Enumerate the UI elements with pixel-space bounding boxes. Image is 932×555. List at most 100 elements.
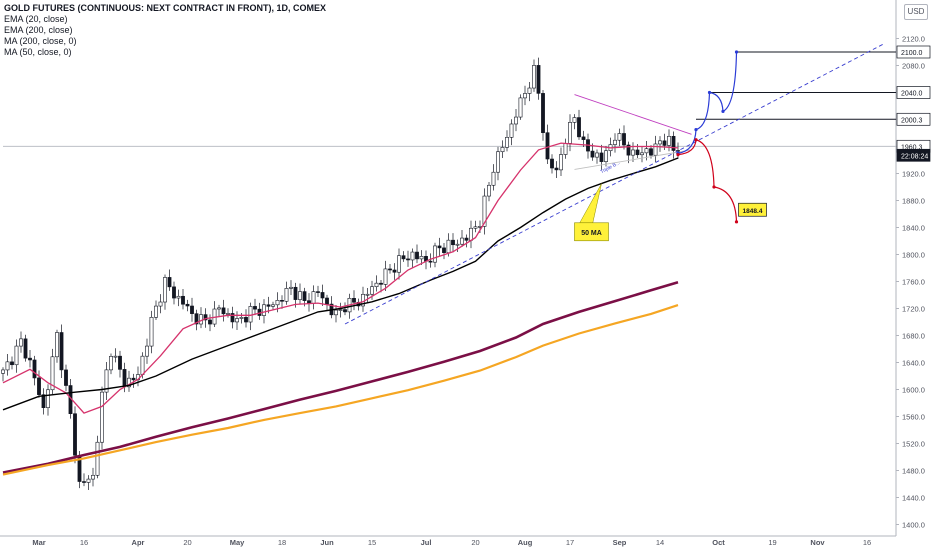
candle-up [284, 288, 289, 302]
candle-up [383, 268, 388, 285]
ma50-callout: 50 MA [574, 183, 609, 242]
candle [523, 85, 527, 106]
candle-down [41, 394, 46, 408]
candle-down [343, 309, 347, 313]
price-tick-label: 1440.0 [902, 494, 925, 503]
candle-up [104, 369, 109, 393]
price-tick-label: 1560.0 [902, 413, 925, 422]
candle [293, 282, 298, 308]
candle-down [352, 297, 356, 303]
candle-up [644, 148, 649, 154]
candle [95, 435, 100, 479]
candle [509, 119, 514, 146]
forecast-up-path-point [694, 128, 698, 132]
candle [500, 140, 505, 158]
target-callout-box [738, 202, 767, 217]
candle [176, 289, 181, 307]
candle [118, 350, 122, 378]
candle-down [626, 144, 631, 156]
candle [599, 144, 604, 170]
candle [217, 304, 221, 317]
candle-down [325, 297, 329, 305]
candle [653, 135, 658, 162]
candle-up [473, 226, 478, 229]
candle [41, 388, 46, 415]
candle [545, 124, 550, 165]
candle [505, 130, 509, 152]
legend-ma50: MA (50, close, 0) [4, 47, 72, 57]
candle [104, 361, 109, 400]
candle-up [523, 93, 527, 99]
candle-down [401, 255, 406, 260]
candle [406, 250, 410, 267]
price-tick-label: 1800.0 [902, 251, 925, 260]
candle-down [442, 247, 446, 253]
candle [91, 467, 95, 487]
time-tick-label: Oct [712, 538, 725, 547]
candle-down [37, 377, 41, 395]
candle-up [527, 87, 532, 94]
candle-down [221, 307, 226, 315]
candle-up [460, 237, 464, 245]
candle-up [50, 356, 55, 391]
candle [482, 188, 487, 235]
candle [559, 147, 563, 176]
candle [199, 307, 203, 329]
price-label-text: 2000.3 [901, 117, 923, 124]
candle-up [509, 123, 514, 138]
time-tick-label: May [230, 538, 245, 547]
candle-up [140, 355, 145, 375]
candle [428, 253, 433, 268]
candle [433, 242, 437, 268]
candle [64, 364, 68, 392]
candle-down [302, 291, 307, 301]
candle-down [59, 332, 64, 371]
candle-up [455, 243, 460, 246]
candle-up [631, 149, 635, 156]
candle [23, 334, 28, 362]
candle-up [532, 65, 536, 89]
candle [280, 295, 284, 309]
candle-up [370, 286, 374, 295]
candle [212, 301, 217, 327]
candle-down [203, 314, 208, 321]
forecast-down-path-point [694, 138, 698, 142]
candle-up [289, 286, 293, 289]
price-label-box [896, 148, 931, 162]
currency-button[interactable]: USD [904, 4, 928, 20]
candle [671, 131, 676, 159]
candle-down [23, 338, 28, 359]
candle [572, 114, 577, 130]
candle-down [451, 239, 455, 246]
time-tick-label: Sep [613, 538, 627, 547]
candle-up [176, 295, 181, 299]
candle [365, 288, 370, 303]
forecast-up-path-point [721, 109, 725, 113]
candle [190, 297, 194, 322]
candle [383, 260, 388, 291]
time-tick-label: Aug [518, 538, 533, 547]
candle [284, 281, 289, 305]
candle-up [338, 309, 343, 311]
candle-up [5, 361, 10, 371]
candle [154, 300, 158, 321]
time-tick-label: Mar [32, 538, 45, 547]
candle [172, 281, 176, 305]
price-axis: 1400.0 1440.0 1480.0 1520.0 1560.0 1600.0 1640… [896, 7, 925, 530]
candle [235, 311, 239, 330]
candle-down [185, 303, 190, 307]
candle-down [541, 93, 545, 133]
candle [257, 302, 262, 320]
candle [626, 141, 631, 164]
candle-down [167, 277, 172, 288]
price-label-box [896, 45, 931, 59]
candle [496, 146, 500, 181]
candle-up [14, 345, 19, 366]
triangle-lower-line [574, 149, 692, 170]
candle [460, 229, 464, 248]
candle-up [487, 184, 491, 197]
candle-down [577, 117, 581, 138]
candle-down [671, 135, 676, 151]
